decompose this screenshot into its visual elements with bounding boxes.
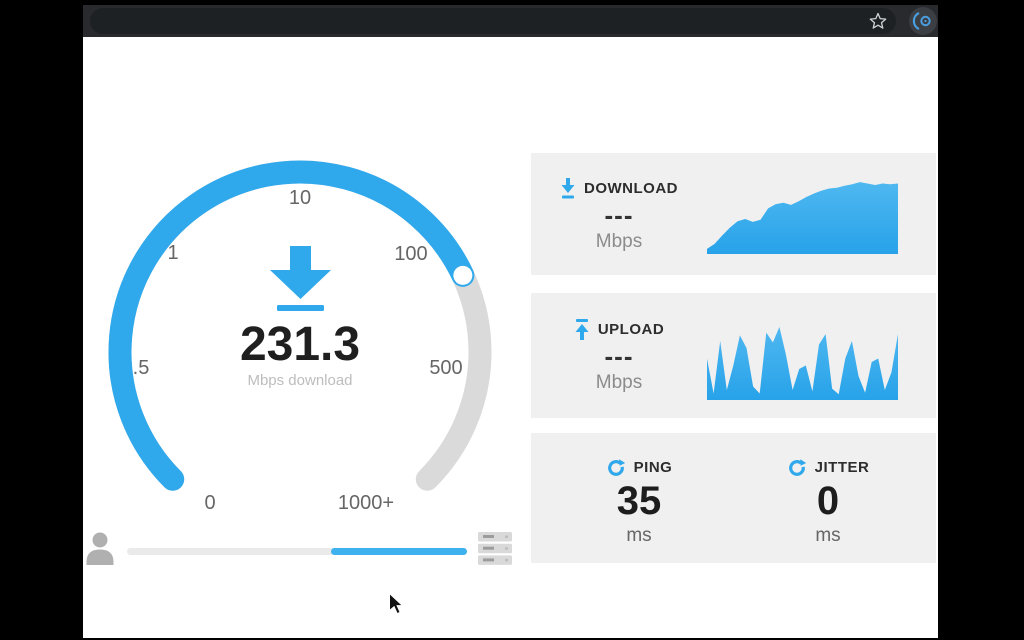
speedtest-page: 0 .5 1 10 100 500 1000+ 231.3 Mbps downl… — [83, 37, 938, 638]
gauge-scale-0: 0 — [204, 492, 215, 514]
upload-label: UPLOAD — [597, 321, 665, 338]
address-bar[interactable] — [90, 8, 896, 34]
gauge-value: 231.3 — [240, 318, 360, 371]
upload-unit: Mbps — [595, 372, 643, 393]
refresh-icon — [788, 459, 806, 476]
download-chart — [707, 182, 898, 254]
speed-gauge: 0 .5 1 10 100 500 1000+ 231.3 Mbps downl… — [108, 160, 492, 514]
gauge-scale-05: .5 — [133, 357, 150, 379]
gauge-scale-1000: 1000+ — [338, 492, 394, 514]
download-value: --- — [604, 199, 634, 230]
gauge-scale-500: 500 — [429, 357, 462, 379]
gauge-progress-arc — [108, 160, 475, 491]
person-icon — [86, 532, 114, 565]
upload-chart — [707, 327, 898, 400]
profile-avatar[interactable] — [909, 7, 937, 35]
download-panel: DOWNLOAD --- Mbps — [531, 153, 936, 275]
bookmark-star-icon[interactable] — [869, 12, 887, 30]
upload-panel: UPLOAD --- Mbps — [531, 293, 936, 418]
upload-icon — [575, 319, 589, 340]
server-list-icon — [478, 532, 512, 565]
download-icon — [561, 177, 575, 198]
gauge-scale-100: 100 — [394, 243, 427, 265]
jitter-label: JITTER — [814, 458, 870, 476]
speedtest-logo-icon — [912, 12, 931, 30]
jitter-value: 0 — [816, 479, 840, 523]
browser-toolbar — [83, 5, 938, 37]
download-label: DOWNLOAD — [584, 179, 678, 197]
download-arrow-icon — [270, 246, 331, 311]
ping-value: 35 — [616, 479, 662, 523]
download-unit: Mbps — [595, 230, 643, 252]
ping-column: PING 35 ms — [549, 457, 729, 563]
mouse-cursor — [389, 593, 404, 615]
gauge-knob — [453, 265, 473, 285]
metrics-panel: PING 35 ms JITTER 0 ms — [531, 433, 936, 563]
upload-value: --- — [604, 341, 634, 371]
gauge-scale-1: 1 — [167, 242, 178, 264]
gauge-scale-10: 10 — [289, 187, 311, 209]
ping-unit: ms — [626, 525, 652, 546]
ping-label: PING — [633, 458, 673, 476]
gauge-caption: Mbps download — [247, 372, 352, 389]
jitter-column: JITTER 0 ms — [738, 457, 918, 563]
refresh-icon — [607, 459, 625, 476]
test-progress-fill — [331, 548, 467, 555]
jitter-unit: ms — [815, 525, 841, 546]
test-progress-bar — [127, 548, 467, 555]
